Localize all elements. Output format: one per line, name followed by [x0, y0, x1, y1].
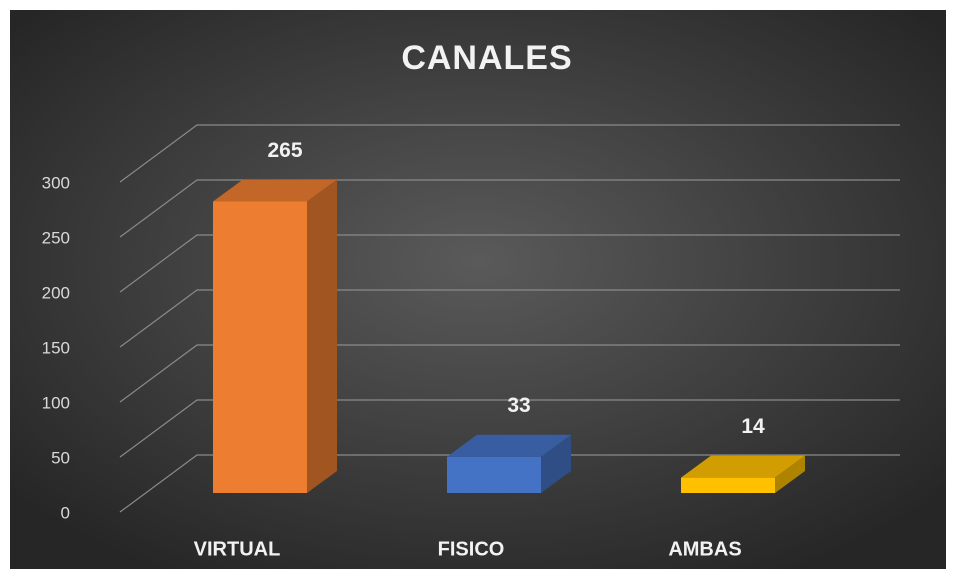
value-label: 265 [267, 139, 302, 162]
grid-line [119, 454, 900, 513]
bar-front [681, 477, 775, 493]
grid-line [119, 289, 900, 348]
value-label: 33 [507, 394, 530, 417]
bar-side [775, 455, 805, 493]
y-tick-label: 300 [42, 173, 70, 192]
bar-top [447, 434, 571, 457]
bar-top [681, 455, 805, 478]
bar-front [447, 456, 541, 493]
grid-line [119, 399, 900, 458]
bar-front [213, 201, 307, 493]
grid-line [119, 124, 900, 183]
grid-line [119, 344, 900, 403]
x-tick-label: VIRTUAL [194, 538, 281, 560]
y-tick-label: 100 [42, 393, 70, 412]
y-tick-label: 0 [61, 503, 70, 522]
y-tick-label: 50 [51, 448, 70, 467]
y-tick-label: 250 [42, 228, 70, 247]
chart-title: CANALES [401, 39, 572, 77]
y-tick-label: 200 [42, 283, 70, 302]
bar-top [213, 179, 337, 202]
x-tick-label: AMBAS [668, 538, 741, 560]
bar-side [307, 179, 337, 493]
grid-line [119, 179, 900, 238]
value-label: 14 [741, 415, 765, 438]
grid-line [119, 234, 900, 293]
y-tick-label: 150 [42, 338, 70, 357]
x-tick-label: FISICO [438, 538, 505, 560]
bar-side [541, 434, 571, 493]
